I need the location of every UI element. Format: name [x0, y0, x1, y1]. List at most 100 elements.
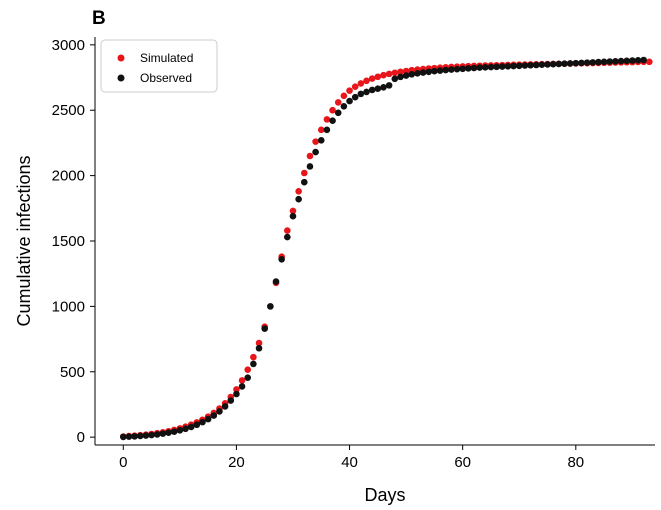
observed-point: [363, 88, 370, 96]
simulated-point: [357, 80, 365, 87]
observed-point: [606, 58, 614, 65]
observed-point: [267, 303, 274, 310]
observed-point: [498, 63, 506, 70]
observed-point: [402, 72, 410, 79]
observed-point: [119, 433, 127, 441]
observed-point: [436, 67, 444, 74]
series-observed: [119, 56, 647, 441]
observed-point: [572, 59, 580, 67]
legend: Simulated Observed: [100, 39, 218, 93]
simulated-point: [340, 92, 348, 100]
observed-point: [385, 82, 393, 89]
observed-point: [431, 67, 438, 75]
observed-point: [408, 70, 416, 78]
observed-point: [136, 432, 144, 440]
y-tick-label: 1500: [52, 233, 85, 250]
legend-marker-observed: [117, 74, 125, 82]
observed-point: [193, 421, 201, 429]
observed-point: [487, 63, 495, 71]
observed-point: [544, 61, 551, 68]
observed-point: [351, 93, 359, 101]
simulated-point: [380, 71, 387, 79]
observed-point: [612, 58, 619, 65]
simulated-point: [646, 58, 653, 66]
x-tick-label: 20: [228, 454, 245, 471]
observed-point: [153, 431, 161, 438]
observed-point: [595, 58, 602, 66]
observed-point: [300, 178, 308, 186]
observed-point: [414, 70, 421, 77]
observed-point: [289, 212, 297, 220]
simulated-point: [329, 106, 336, 114]
observed-point: [244, 374, 252, 381]
observed-point: [278, 256, 285, 263]
observed-point: [261, 325, 268, 332]
observed-point: [442, 66, 450, 74]
observed-point: [250, 360, 257, 368]
observed-point: [555, 60, 563, 68]
simulated-point: [368, 75, 376, 82]
observed-point: [640, 56, 647, 64]
observed-point: [233, 390, 240, 398]
observed-point: [589, 59, 597, 66]
simulated-point: [391, 69, 399, 77]
observed-point: [380, 84, 387, 91]
simulated-point: [317, 126, 325, 134]
observed-point: [448, 66, 455, 73]
observed-point: [159, 430, 167, 437]
observed-point: [176, 427, 184, 434]
y-tick-label: 500: [60, 364, 85, 381]
observed-point: [504, 62, 512, 70]
y-tick-label: 1000: [52, 298, 85, 315]
observed-point: [227, 397, 235, 404]
x-ticks: 0 20 40 60 80: [119, 445, 584, 471]
observed-point: [165, 429, 172, 437]
panel-label: B: [92, 8, 106, 29]
observed-point: [623, 57, 631, 65]
simulated-point: [295, 188, 302, 195]
x-tick-label: 0: [119, 454, 127, 471]
legend-marker-simulated: [117, 54, 125, 62]
observed-point: [238, 383, 246, 390]
observed-point: [629, 57, 636, 64]
simulated-point: [255, 339, 263, 347]
observed-point: [374, 85, 382, 92]
observed-point: [340, 103, 348, 110]
observed-point: [476, 64, 483, 71]
observed-point: [317, 137, 325, 144]
x-tick-label: 80: [567, 454, 584, 471]
observed-point: [549, 60, 557, 68]
y-tick-label: 3000: [52, 37, 85, 54]
simulated-point: [397, 68, 404, 76]
observed-point: [334, 109, 342, 117]
simulated-point: [346, 87, 353, 94]
simulated-point: [306, 152, 314, 160]
observed-point: [187, 423, 195, 431]
simulated-point: [323, 116, 331, 123]
observed-point: [204, 415, 212, 423]
simulated-point: [351, 83, 359, 90]
observed-point: [306, 163, 314, 170]
simulated-point: [402, 67, 410, 75]
observed-point: [459, 65, 466, 73]
y-tick-label: 2000: [52, 168, 85, 185]
observed-point: [532, 61, 540, 69]
observed-point: [515, 62, 523, 70]
observed-point: [538, 61, 546, 69]
simulated-point: [233, 386, 240, 393]
simulated-point: [244, 366, 252, 373]
observed-point: [397, 73, 404, 81]
observed-point: [284, 233, 291, 241]
series-simulated: [119, 58, 653, 440]
observed-point: [216, 408, 223, 415]
simulated-point: [312, 138, 319, 145]
observed-point: [346, 97, 353, 105]
observed-point: [521, 62, 529, 69]
observed-point: [470, 64, 478, 72]
x-tick-label: 40: [341, 454, 358, 471]
observed-point: [566, 60, 574, 67]
observed-point: [142, 432, 150, 439]
simulated-point: [374, 73, 382, 81]
observed-point: [482, 64, 489, 71]
